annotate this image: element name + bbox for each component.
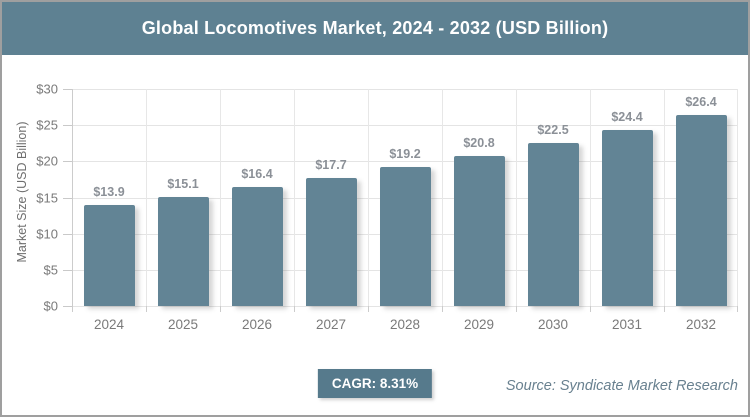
x-tick-mark	[590, 306, 591, 312]
y-tick-mark	[63, 197, 72, 199]
bar-value-label: $19.2	[389, 147, 421, 162]
bar	[453, 155, 505, 306]
y-gridline	[72, 89, 738, 90]
x-tick-mark	[368, 306, 369, 312]
bar-value-label: $22.5	[537, 123, 569, 138]
x-axis-labels: 2024 2025 2026 2027 2028 2029 2030 2031 2032	[72, 317, 738, 337]
y-tick-mark	[63, 89, 72, 90]
x-gridline	[368, 89, 369, 306]
x-category-label: 2032	[685, 317, 717, 332]
x-gridline	[516, 89, 517, 306]
x-category-label: 2027	[315, 317, 347, 332]
chart-footer: CAGR: 8.31% Source: Syndicate Market Res…	[2, 358, 748, 415]
x-tick-mark	[146, 306, 147, 312]
x-gridline	[72, 89, 73, 306]
bar	[601, 129, 653, 306]
bar-value-label: $16.4	[241, 167, 273, 182]
bar	[379, 167, 431, 306]
y-tick-mark	[63, 269, 72, 271]
x-category-label: 2031	[611, 317, 643, 332]
bar-value-label: $24.4	[611, 109, 643, 124]
x-gridline	[664, 89, 665, 306]
x-tick-mark	[72, 306, 73, 312]
chart-title: Global Locomotives Market, 2024 - 2032 (…	[141, 18, 609, 38]
x-gridline	[294, 89, 295, 306]
bar-value-label: $20.8	[463, 135, 495, 150]
bar	[305, 177, 357, 306]
y-tick-label: $20	[36, 153, 58, 169]
x-category-label: 2026	[241, 317, 273, 332]
x-tick-mark	[516, 306, 517, 312]
chart-area: Market Size (USD Billion) $0 $5 $10 $15 $20 $…	[2, 55, 748, 362]
y-tick-mark	[63, 125, 72, 127]
chart-title-bar: Global Locomotives Market, 2024 - 2032 (…	[2, 2, 748, 55]
x-category-label: 2028	[389, 317, 421, 332]
y-tick-label: $30	[36, 81, 58, 97]
y-tick-label: $25	[36, 117, 58, 133]
y-tick-label: $0	[43, 298, 58, 314]
x-gridline	[737, 89, 738, 306]
x-category-label: 2024	[93, 317, 125, 332]
bar	[157, 196, 209, 306]
bar-value-label: $26.4	[685, 95, 717, 110]
y-gridline	[72, 125, 738, 127]
bar	[83, 205, 135, 306]
x-tick-mark	[442, 306, 443, 312]
x-tick-mark	[294, 306, 295, 312]
x-category-label: 2030	[537, 317, 569, 332]
x-category-label: 2029	[463, 317, 495, 332]
x-gridline	[442, 89, 443, 306]
y-gridline	[72, 161, 738, 163]
bar-value-label: $17.7	[315, 157, 347, 172]
cagr-label: CAGR: 8.31%	[331, 376, 419, 391]
bar	[231, 187, 283, 306]
y-tick-mark	[63, 306, 72, 307]
x-tick-mark	[220, 306, 221, 312]
x-gridline	[220, 89, 221, 306]
bar	[527, 143, 579, 306]
plot-area: $13.9 $15.1 $16.4 $17.7 $19.2 $20.8 $22.5 $24.4…	[72, 89, 738, 307]
bar	[675, 115, 727, 306]
y-tick-label: $5	[43, 262, 58, 278]
x-category-label: 2025	[167, 317, 199, 332]
bar-value-label: $15.1	[167, 176, 199, 191]
y-axis-ticks: $0 $5 $10 $15 $20 $25 $30	[2, 82, 72, 314]
y-tick-mark	[63, 233, 72, 235]
x-gridline	[146, 89, 147, 306]
source-attribution: Source: Syndicate Market Research	[505, 378, 738, 394]
y-tick-label: $15	[36, 190, 58, 205]
bar-value-label: $13.9	[93, 185, 125, 200]
y-gridline	[72, 306, 738, 307]
y-tick-label: $10	[36, 226, 58, 242]
x-axis-ticks	[72, 306, 738, 312]
y-tick-mark	[63, 161, 72, 163]
x-tick-mark	[664, 306, 665, 312]
x-gridline	[590, 89, 591, 306]
cagr-badge: CAGR: 8.31%	[317, 369, 433, 398]
x-tick-mark	[737, 306, 738, 312]
